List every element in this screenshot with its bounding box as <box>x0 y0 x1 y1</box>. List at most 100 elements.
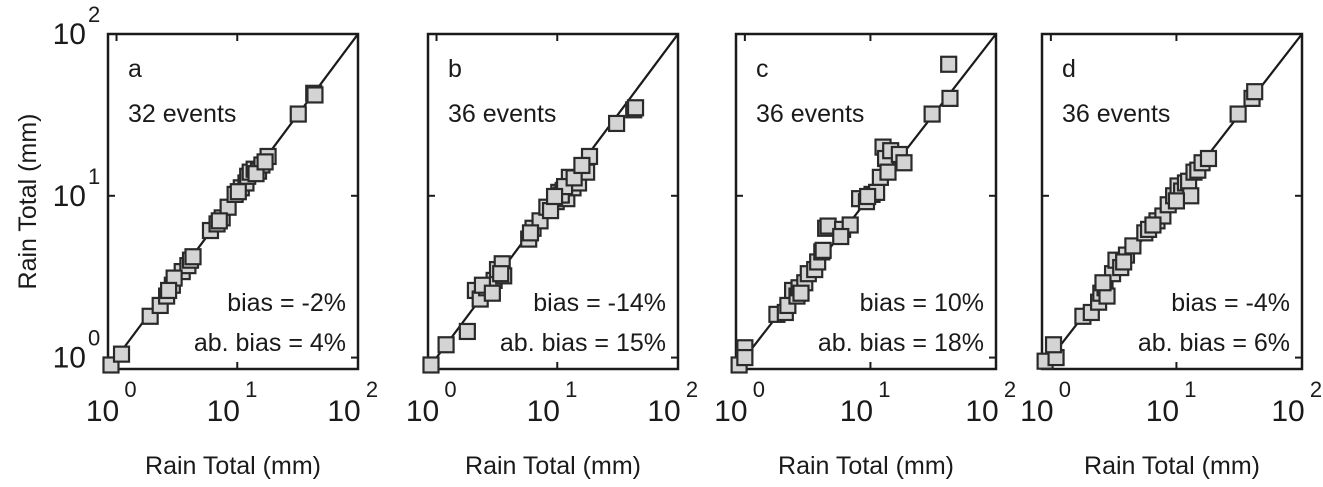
x-tick-base: 10 <box>647 395 680 428</box>
x-tick-exponent: 1 <box>565 377 577 402</box>
panel-label: c <box>756 55 769 83</box>
data-point <box>545 187 564 206</box>
data-point <box>210 212 228 230</box>
panel-label: d <box>1062 55 1076 83</box>
bias-text: bias = -14% <box>533 289 666 317</box>
y-tick-exponent: 1 <box>88 164 100 189</box>
data-point <box>879 163 897 181</box>
x-tick-base: 10 <box>965 395 998 428</box>
data-point <box>940 55 958 73</box>
x-tick-label: 100 <box>406 377 457 428</box>
data-point <box>422 356 440 374</box>
x-tick-exponent: 2 <box>366 377 378 402</box>
x-axis-title: Rain Total (mm) <box>145 452 321 480</box>
y-axis-title: Rain Total (mm) <box>14 114 42 290</box>
x-tick-base: 10 <box>406 395 439 428</box>
data-point <box>541 201 560 220</box>
data-point <box>1182 187 1200 205</box>
bias-text: bias = -2% <box>227 289 346 317</box>
data-point <box>437 336 455 354</box>
data-point <box>1246 83 1264 101</box>
x-tick-base: 10 <box>1020 395 1053 428</box>
plot-frame <box>426 32 680 371</box>
data-point <box>1044 336 1063 354</box>
x-tick-label: 100 <box>1020 377 1071 428</box>
data-point <box>1229 105 1247 123</box>
data-point <box>832 227 850 246</box>
data-point <box>184 248 202 266</box>
data-point <box>859 187 877 206</box>
data-point <box>1094 274 1112 292</box>
x-tick-exponent: 0 <box>753 377 765 402</box>
abs-bias-text: ab. bias = 15% <box>500 329 666 357</box>
y-tick-exponent: 2 <box>88 2 100 27</box>
x-tick-exponent: 2 <box>1004 377 1016 402</box>
x-tick-label: 101 <box>840 377 891 428</box>
y-tick-label: 101 <box>53 164 101 213</box>
data-point <box>941 89 959 107</box>
data-point <box>306 86 324 104</box>
x-tick-label: 102 <box>647 377 698 428</box>
x-tick-exponent: 1 <box>1184 377 1196 402</box>
plot-frame <box>1040 32 1304 371</box>
x-tick-base: 10 <box>1146 395 1179 428</box>
abs-bias-text: ab. bias = 18% <box>818 329 984 357</box>
x-tick-base: 10 <box>1271 395 1304 428</box>
data-point <box>792 284 810 302</box>
x-tick-exponent: 0 <box>444 377 456 402</box>
x-tick-label: 101 <box>1146 377 1197 428</box>
data-point <box>289 105 307 123</box>
events-count: 36 events <box>448 100 556 128</box>
x-tick-base: 10 <box>714 395 747 428</box>
x-axis-title: Rain Total (mm) <box>465 452 641 480</box>
x-tick-base: 10 <box>840 395 873 428</box>
data-point <box>1167 192 1186 210</box>
x-tick-base: 10 <box>207 395 240 428</box>
x-tick-exponent: 2 <box>1310 377 1322 402</box>
plot-frame <box>106 32 360 371</box>
y-tick-base: 10 <box>53 180 86 213</box>
y-tick-exponent: 0 <box>88 326 100 351</box>
x-tick-exponent: 1 <box>245 377 257 402</box>
data-point <box>1124 237 1142 255</box>
data-point <box>483 284 501 302</box>
data-point <box>814 241 832 259</box>
data-point <box>521 224 540 242</box>
data-point <box>923 105 941 123</box>
data-point <box>1115 253 1133 271</box>
x-tick-label: 102 <box>327 377 378 428</box>
y-tick-label: 102 <box>53 2 101 51</box>
abs-bias-text: ab. bias = 4% <box>194 329 346 357</box>
data-point <box>607 114 626 133</box>
x-tick-label: 101 <box>207 377 258 428</box>
x-axis-title: Rain Total (mm) <box>778 452 954 480</box>
x-tick-label: 101 <box>527 377 578 428</box>
plot-frame <box>734 32 998 371</box>
data-point <box>229 183 247 201</box>
data-point <box>1144 216 1162 234</box>
x-tick-exponent: 2 <box>686 377 698 402</box>
x-tick-label: 102 <box>1271 377 1322 428</box>
y-tick-base: 10 <box>53 342 86 375</box>
events-count: 32 events <box>128 100 236 128</box>
x-tick-label: 100 <box>86 377 137 428</box>
data-point <box>626 99 645 117</box>
data-point <box>492 265 510 283</box>
panel-label: b <box>448 55 462 83</box>
x-tick-label: 100 <box>714 377 765 428</box>
x-tick-base: 10 <box>327 395 360 428</box>
data-point <box>895 154 913 172</box>
panel-label: a <box>128 55 142 83</box>
x-tick-label: 102 <box>965 377 1016 428</box>
x-axis-title: Rain Total (mm) <box>1084 452 1260 480</box>
data-point <box>256 153 274 171</box>
data-point <box>112 345 131 363</box>
x-tick-base: 10 <box>527 395 560 428</box>
data-point <box>160 281 178 300</box>
events-count: 36 events <box>756 100 864 128</box>
